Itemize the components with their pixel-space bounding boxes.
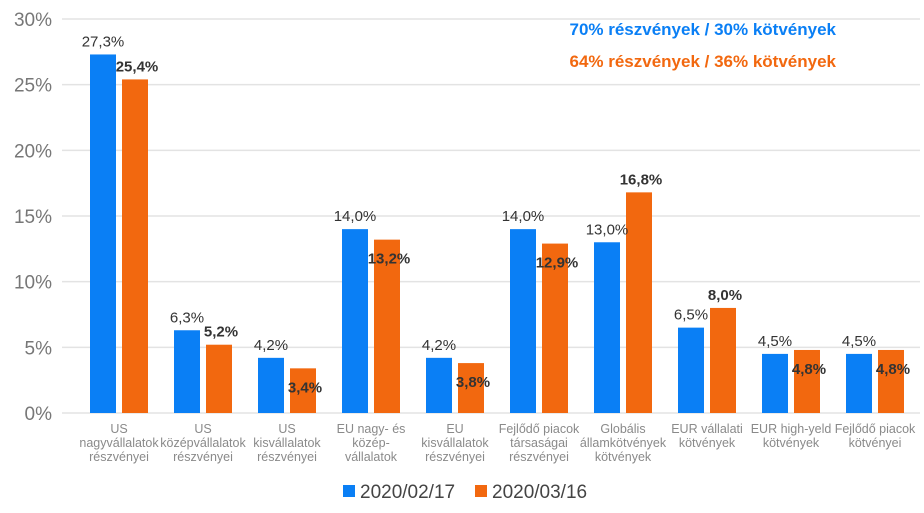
data-label-series-1: 27,3% [82,33,125,50]
legend-label: 2020/02/17 [360,482,455,503]
bar-series-1 [762,353,788,413]
bar-series-2 [374,239,400,413]
data-label-series-2: 16,8% [620,171,663,188]
x-category-label: US [194,422,211,436]
y-tick-label: 25% [14,76,52,97]
bar-series-2 [458,363,484,413]
y-tick-label: 15% [14,207,52,228]
y-tick-label: 30% [14,10,52,31]
x-category-label: Fejlődő piacok [835,422,916,436]
bar-series-2 [626,192,652,413]
data-label-series-1: 4,2% [422,337,456,354]
data-label-series-2: 5,2% [204,324,238,341]
y-tick-label: 10% [14,273,52,294]
data-label-series-2: 13,2% [368,251,411,268]
bar-series-1 [678,327,704,413]
y-tick-label: 0% [25,404,53,425]
x-category-label: US [278,422,295,436]
data-label-series-1: 14,0% [502,208,545,225]
x-category-label: társaságai [510,436,568,450]
bar-series-2 [878,349,904,413]
data-label-series-2: 12,9% [536,255,579,272]
y-tick-label: 20% [14,141,52,162]
x-category-label: kötvények [595,450,652,464]
bar-series-2 [794,349,820,413]
x-category-label: kötvények [679,436,736,450]
x-category-label: kisvállalatok [421,436,489,450]
x-category-label: EUR high-yeld [751,422,832,436]
data-label-series-1: 13,0% [586,221,629,238]
annotation: 64% részvények / 36% kötvények [569,52,836,71]
data-label-series-1: 4,5% [842,333,876,350]
data-label-series-2: 3,8% [456,374,490,391]
bar-series-1 [174,330,200,413]
data-label-series-2: 25,4% [116,58,159,75]
legend-swatch [343,485,355,497]
x-category-label: részvényei [89,450,149,464]
data-label-series-2: 4,8% [876,361,910,378]
x-category-label: államkötvények [580,436,667,450]
bar-series-1 [90,54,116,414]
data-label-series-1: 6,3% [170,309,204,326]
x-category-label: részvényei [173,450,233,464]
bar-series-2 [122,79,148,413]
x-category-label: EU nagy- és [337,422,406,436]
x-category-label: középvállalatok [160,436,246,450]
data-label-series-2: 8,0% [708,287,742,304]
legend-label: 2020/03/16 [492,482,587,503]
bar-series-2 [710,307,736,413]
bar-series-1 [510,229,536,413]
x-category-label: részvényei [509,450,569,464]
x-category-label: közép- [352,436,390,450]
data-label-series-1: 6,5% [674,307,708,324]
data-label-series-2: 3,4% [288,379,322,396]
bar-series-1 [342,229,368,413]
bar-series-2 [290,368,316,413]
x-category-label: EU [446,422,463,436]
bar-series-1 [846,353,872,413]
data-label-series-2: 4,8% [792,361,826,378]
x-category-label: nagyvállalatok [79,436,159,450]
x-category-label: Globális [600,422,645,436]
bar-series-2 [542,243,568,413]
bar-series-1 [426,357,452,413]
x-category-label: EUR vállalati [671,422,743,436]
x-category-label: Fejlődő piacok [499,422,580,436]
legend-swatch [475,485,487,497]
data-label-series-1: 4,2% [254,337,288,354]
x-category-label: vállalatok [345,450,398,464]
y-tick-label: 5% [25,338,53,359]
x-category-label: US [110,422,127,436]
x-category-label: részvényei [257,450,317,464]
x-category-label: részvényei [425,450,485,464]
annotation: 70% részvények / 30% kötvények [569,20,836,39]
bar-series-1 [258,357,284,413]
bar-series-2 [206,344,232,413]
x-category-label: kisvállalatok [253,436,321,450]
data-label-series-1: 14,0% [334,208,377,225]
data-label-series-1: 4,5% [758,333,792,350]
x-category-label: kötvényei [849,436,902,450]
bar-series-1 [594,242,620,413]
x-category-label: kötvények [763,436,820,450]
